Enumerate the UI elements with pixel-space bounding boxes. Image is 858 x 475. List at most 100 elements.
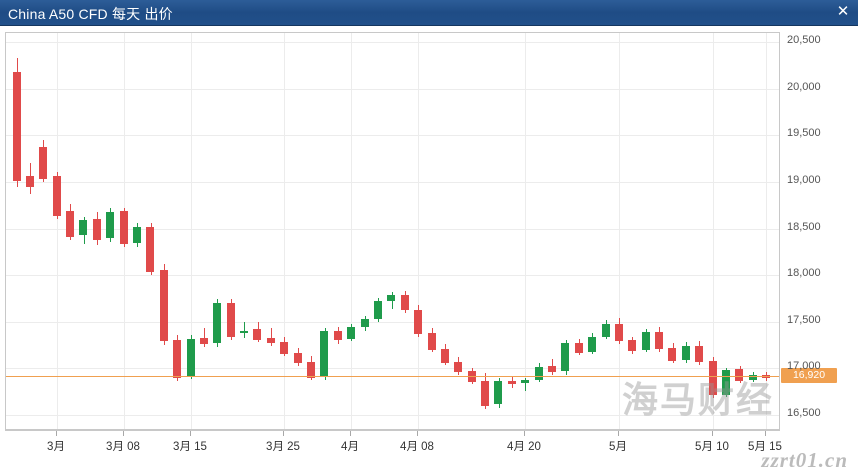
gridline-horizontal	[6, 415, 779, 416]
candle-body	[334, 331, 342, 341]
gridline-vertical	[766, 33, 767, 429]
gridline-vertical	[713, 33, 714, 429]
close-icon[interactable]: ✕	[836, 3, 850, 20]
gridline-horizontal	[6, 89, 779, 90]
time-tick-mark	[190, 431, 191, 436]
candle-body	[93, 219, 101, 240]
candle-body	[548, 365, 556, 373]
time-tick-label: 4月 20	[507, 441, 541, 453]
time-tick-label: 3月	[47, 441, 65, 453]
time-tick-label: 3月 25	[266, 441, 300, 453]
candle-body	[521, 379, 529, 384]
candle-body	[709, 360, 717, 396]
candle-body	[602, 323, 610, 337]
last-price-line	[6, 376, 779, 377]
candle-body	[294, 352, 302, 363]
candle-wick	[244, 321, 245, 338]
candle-body	[749, 374, 757, 380]
candle-body	[428, 333, 436, 350]
candle-wick	[525, 377, 526, 391]
time-tick-mark	[618, 431, 619, 436]
gridline-horizontal	[6, 135, 779, 136]
candle-wick	[271, 328, 272, 347]
candle-body	[26, 176, 34, 187]
candle-body	[307, 361, 315, 378]
gridline-horizontal	[6, 322, 779, 323]
candle-body	[588, 336, 596, 352]
candlestick-plot[interactable]	[5, 32, 780, 430]
candle-body	[374, 301, 382, 320]
candle-body	[200, 337, 208, 345]
time-tick-mark	[283, 431, 284, 436]
candle-body	[13, 72, 21, 182]
candle-body	[146, 226, 154, 272]
candle-body	[481, 381, 489, 406]
last-price-tag: 16,920	[781, 368, 837, 383]
time-tick-label: 4月	[341, 441, 359, 453]
gridline-vertical	[191, 33, 192, 429]
gridline-vertical	[284, 33, 285, 429]
candle-body	[106, 211, 114, 238]
candle-body	[494, 380, 502, 404]
candle-body	[79, 220, 87, 236]
gridline-vertical	[619, 33, 620, 429]
price-tick-label: 19,000	[787, 174, 821, 186]
price-tick-label: 16,500	[787, 407, 821, 419]
candle-body	[240, 331, 248, 334]
price-tick-label: 20,500	[787, 34, 821, 46]
price-tick-label: 17,500	[787, 314, 821, 326]
candle-body	[508, 380, 516, 385]
candle-body	[575, 343, 583, 353]
window-titlebar: China A50 CFD 每天 出价 ✕	[0, 0, 858, 26]
time-tick-label: 5月	[609, 441, 627, 453]
candle-body	[668, 347, 676, 361]
candle-body	[160, 269, 168, 342]
candle-body	[53, 176, 61, 216]
time-tick-label: 3月 15	[173, 441, 207, 453]
candle-body	[173, 340, 181, 378]
time-tick-mark	[350, 431, 351, 436]
candle-body	[187, 338, 195, 376]
price-tick-label: 18,000	[787, 267, 821, 279]
gridline-vertical	[57, 33, 58, 429]
chart-area: 16,920 20,500 20,000 19,500 19,000 18,500 18,…	[0, 26, 858, 475]
price-tick-label: 19,500	[787, 127, 821, 139]
candle-body	[253, 329, 261, 340]
candle-body	[133, 226, 141, 243]
candle-body	[454, 361, 462, 373]
gridline-horizontal	[6, 275, 779, 276]
gridline-vertical	[525, 33, 526, 429]
gridline-vertical	[418, 33, 419, 429]
candle-body	[387, 294, 395, 302]
time-tick-mark	[524, 431, 525, 436]
candle-body	[628, 340, 636, 351]
candle-body	[535, 366, 543, 380]
time-tick-mark	[417, 431, 418, 436]
candle-body	[39, 146, 47, 180]
watermark-main: 海马财经	[621, 380, 774, 421]
candle-body	[561, 343, 569, 372]
gridline-vertical	[351, 33, 352, 429]
candle-body	[347, 327, 355, 339]
candle-body	[213, 303, 221, 344]
candle-body	[280, 342, 288, 354]
price-tick-label: 18,500	[787, 221, 821, 233]
gridline-horizontal	[6, 368, 779, 369]
candle-body	[361, 319, 369, 328]
price-tick-label: 17,000	[787, 360, 821, 372]
candle-body	[120, 210, 128, 245]
candle-body	[401, 294, 409, 310]
candle-body	[735, 369, 743, 381]
candle-body	[227, 303, 235, 337]
time-tick-mark	[123, 431, 124, 436]
time-tick-label: 4月 08	[400, 441, 434, 453]
candle-body	[695, 346, 703, 362]
time-tick-label: 5月 15	[748, 441, 782, 453]
candle-body	[66, 210, 74, 238]
candle-body	[682, 346, 690, 361]
candle-body	[414, 309, 422, 334]
gridline-horizontal	[6, 42, 779, 43]
candle-body	[615, 323, 623, 342]
candle-body	[642, 332, 650, 350]
